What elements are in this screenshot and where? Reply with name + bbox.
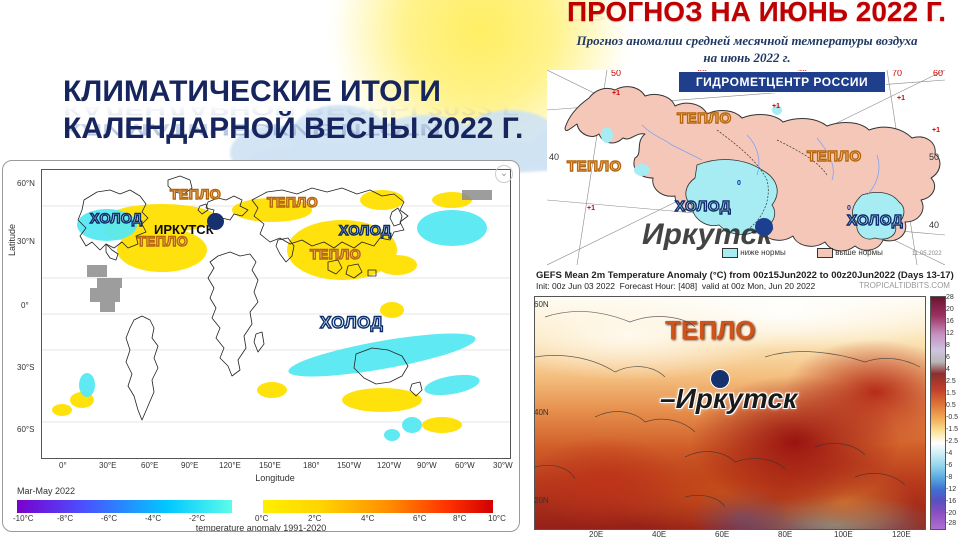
svg-text:+1: +1: [587, 205, 595, 212]
svg-text:+1: +1: [772, 103, 780, 110]
svg-text:0: 0: [847, 205, 851, 212]
svg-text:+1: +1: [897, 95, 905, 102]
svg-text:0: 0: [737, 180, 741, 187]
svg-text:+1: +1: [612, 90, 620, 97]
svg-text:+1: +1: [932, 127, 940, 134]
